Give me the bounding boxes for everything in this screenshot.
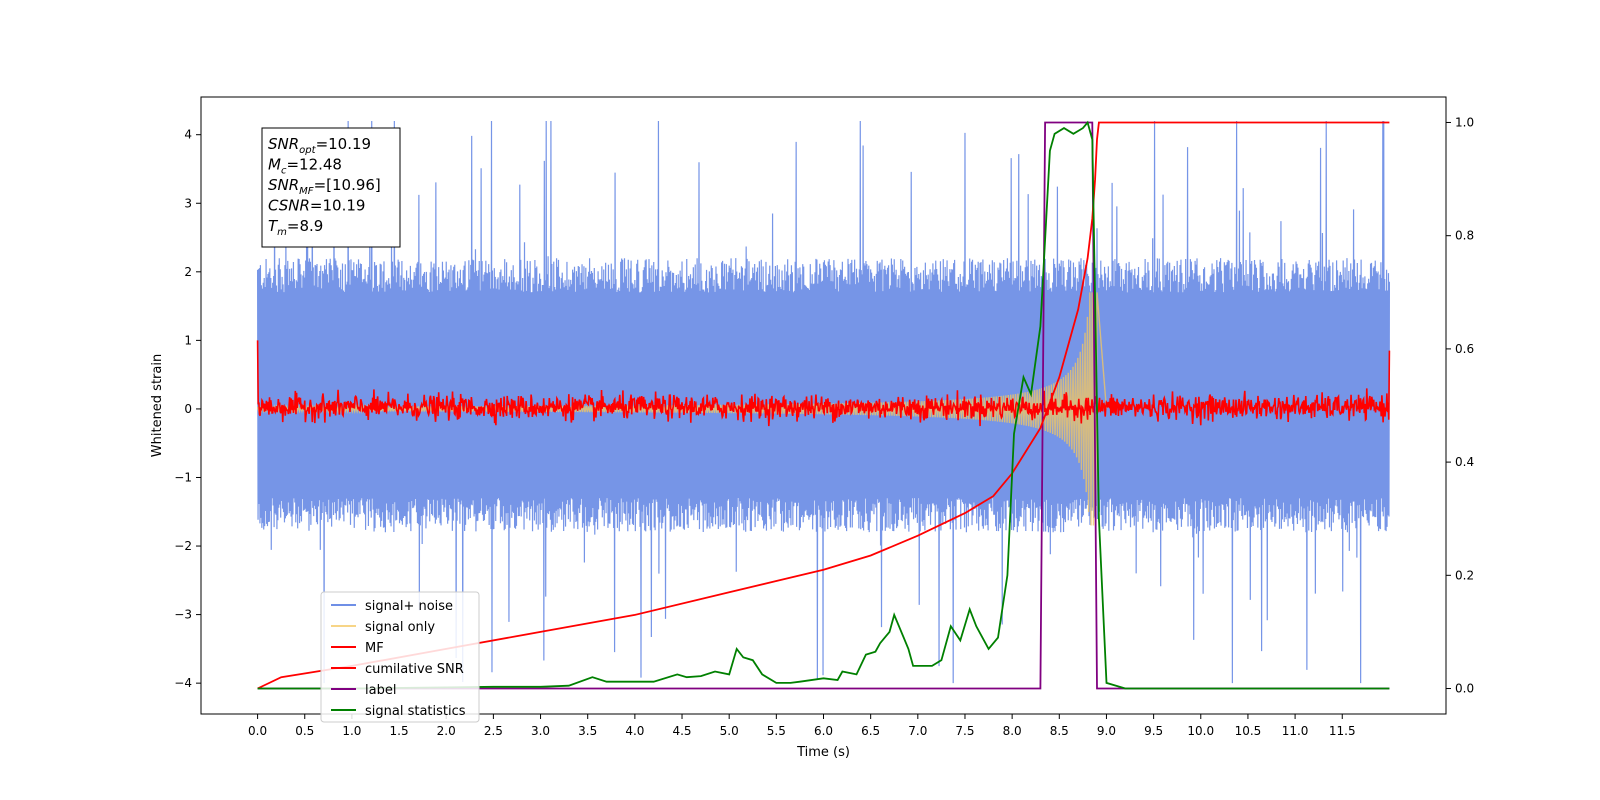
legend-label-cumilative-snr: cumilative SNR xyxy=(365,662,464,677)
annotation-line: Mc=12.48 xyxy=(268,156,342,177)
y2-tick-label: 0.2 xyxy=(1455,568,1474,582)
y2-tick-label: 1.0 xyxy=(1455,115,1474,129)
legend: signal+ noise signal only MF cumilative SNR… xyxy=(320,591,480,723)
y-tick-label: 1 xyxy=(184,333,192,347)
y2-tick-label: 0.6 xyxy=(1455,342,1474,356)
x-tick-label: 4.5 xyxy=(672,724,691,738)
x-tick-label: 0.5 xyxy=(295,724,314,738)
x-tick-label: 6.0 xyxy=(814,724,833,738)
legend-label-signal-only: signal only xyxy=(365,620,435,635)
annotation-line: Tm=8.9 xyxy=(268,217,323,238)
x-tick-label: 7.5 xyxy=(955,724,974,738)
legend-label-signal-noise: signal+ noise xyxy=(365,599,453,614)
x-tick-label: 4.0 xyxy=(625,724,644,738)
legend-frame xyxy=(320,591,480,723)
y-tick-label: −3 xyxy=(174,608,192,622)
y-tick-label: 2 xyxy=(184,265,192,279)
y-axis-right: 0.0 0.2 0.4 0.6 0.8 1.0 xyxy=(1446,115,1474,696)
y-axis-left: −4 −3 −2 −1 0 1 2 3 4 xyxy=(174,128,201,690)
series-signal-statistics xyxy=(257,120,1390,690)
x-tick-label: 6.5 xyxy=(861,724,880,738)
y-tick-label: 0 xyxy=(184,402,192,416)
plot-area xyxy=(256,120,1391,690)
x-tick-label: 5.0 xyxy=(720,724,739,738)
annotation-box: SNRopt=10.19Mc=12.48SNRMF=[10.96]CSNR=10… xyxy=(261,127,401,248)
y-tick-label: −1 xyxy=(174,470,192,484)
x-tick-label: 11.5 xyxy=(1329,724,1356,738)
series-mf xyxy=(256,340,1391,427)
y-tick-label: −4 xyxy=(174,676,192,690)
y2-tick-label: 0.4 xyxy=(1455,455,1474,469)
y-tick-label: −2 xyxy=(174,539,192,553)
x-tick-label: 11.0 xyxy=(1282,724,1309,738)
x-tick-label: 1.5 xyxy=(390,724,409,738)
y-axis-label: Whitened strain xyxy=(150,354,165,457)
annotation-line: CSNR=10.19 xyxy=(268,197,365,215)
x-tick-label: 2.0 xyxy=(437,724,456,738)
x-tick-label: 3.5 xyxy=(578,724,597,738)
y2-tick-label: 0.0 xyxy=(1455,682,1474,696)
x-tick-label: 8.5 xyxy=(1050,724,1069,738)
series-signal-noise xyxy=(256,120,1391,684)
annotation-line: SNRMF=[10.96] xyxy=(268,176,381,197)
x-tick-label: 9.0 xyxy=(1097,724,1116,738)
y2-tick-label: 0.8 xyxy=(1455,229,1474,243)
y-tick-label: 4 xyxy=(184,128,192,142)
x-tick-label: 10.0 xyxy=(1187,724,1214,738)
x-tick-label: 5.5 xyxy=(767,724,786,738)
annotation-line: SNRopt=10.19 xyxy=(268,135,371,156)
x-tick-label: 7.0 xyxy=(908,724,927,738)
x-tick-label: 2.5 xyxy=(484,724,503,738)
x-tick-label: 1.0 xyxy=(342,724,361,738)
y-tick-label: 3 xyxy=(184,196,192,210)
x-axis: 0.0 0.5 1.0 1.5 2.0 2.5 3.0 3.5 4.0 4.5 5.0 5.5 6.0 6… xyxy=(248,714,1356,738)
annotation-frame xyxy=(261,127,401,248)
legend-label-label: label xyxy=(365,683,396,698)
legend-label-mf: MF xyxy=(365,641,384,656)
x-axis-label: Time (s) xyxy=(796,745,850,760)
x-tick-label: 8.0 xyxy=(1003,724,1022,738)
x-tick-label: 0.0 xyxy=(248,724,267,738)
x-tick-label: 3.0 xyxy=(531,724,550,738)
legend-label-signal-statistics: signal statistics xyxy=(365,704,466,719)
x-tick-label: 9.5 xyxy=(1144,724,1163,738)
x-tick-label: 10.5 xyxy=(1235,724,1262,738)
